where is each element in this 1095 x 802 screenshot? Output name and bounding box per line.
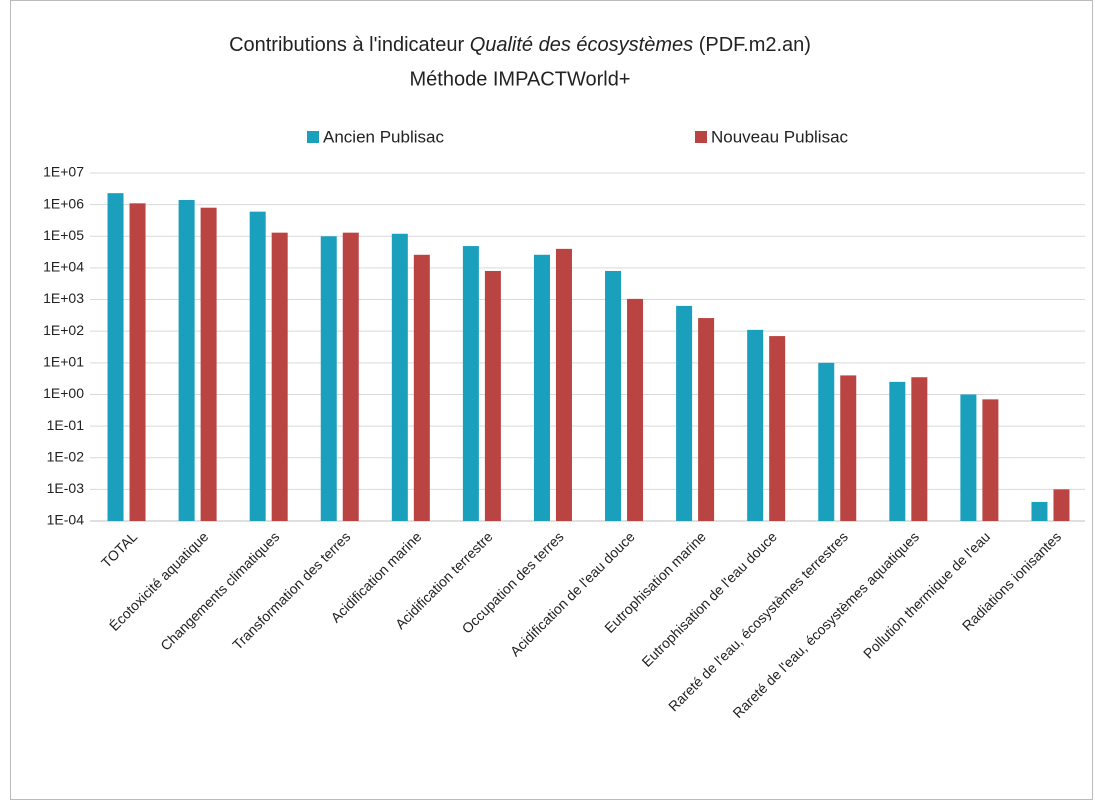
bar [320,236,337,522]
y-tick-label: 1E+01 [43,354,84,370]
bar [982,399,999,521]
y-tick-label: 1E+05 [43,227,84,243]
bar [200,207,217,521]
y-tick-label: 1E+03 [43,290,84,306]
bar [391,233,408,522]
bar [555,248,572,521]
bar [484,270,501,521]
chart-subtitle: Méthode IMPACTWorld+ [409,68,630,90]
chart-title: Contributions à l'indicateur Qualité des… [229,34,811,56]
bar [271,232,288,521]
y-tick-label: 1E+02 [43,322,84,338]
bar [605,270,622,521]
bar [769,336,786,521]
bar [462,246,479,521]
bar [107,193,124,521]
y-tick-label: 1E-02 [47,448,85,464]
bar [533,254,550,522]
bar [698,318,715,521]
legend-swatch [307,131,319,143]
bar [747,329,764,521]
bar [249,211,266,521]
y-tick-label: 1E-04 [47,512,85,528]
bar [840,375,857,521]
title-part: Qualité des écosystèmes [470,34,693,56]
y-tick-label: 1E-01 [47,417,85,433]
bar [342,232,359,521]
y-tick-label: 1E+00 [43,385,84,401]
y-tick-label: 1E+04 [43,259,84,275]
chart-border [10,0,1093,800]
bar [627,298,644,521]
bar [911,377,928,521]
title-part: (PDF.m2.an) [699,34,811,56]
bar [818,362,835,521]
legend-label: Ancien Publisac [323,127,444,146]
y-tick-label: 1E-03 [47,480,85,496]
bar [178,200,195,521]
title-part: Contributions à l'indicateur [229,34,464,56]
bar [1053,489,1070,521]
bar [960,394,977,521]
bar [1031,501,1048,521]
y-tick-label: 1E+06 [43,195,84,211]
bar [129,203,146,521]
legend-swatch [695,131,707,143]
y-tick-label: 1E+07 [43,164,84,180]
bar [676,305,693,521]
bar [889,381,906,521]
bar [413,254,430,522]
legend-label: Nouveau Publisac [711,127,849,146]
